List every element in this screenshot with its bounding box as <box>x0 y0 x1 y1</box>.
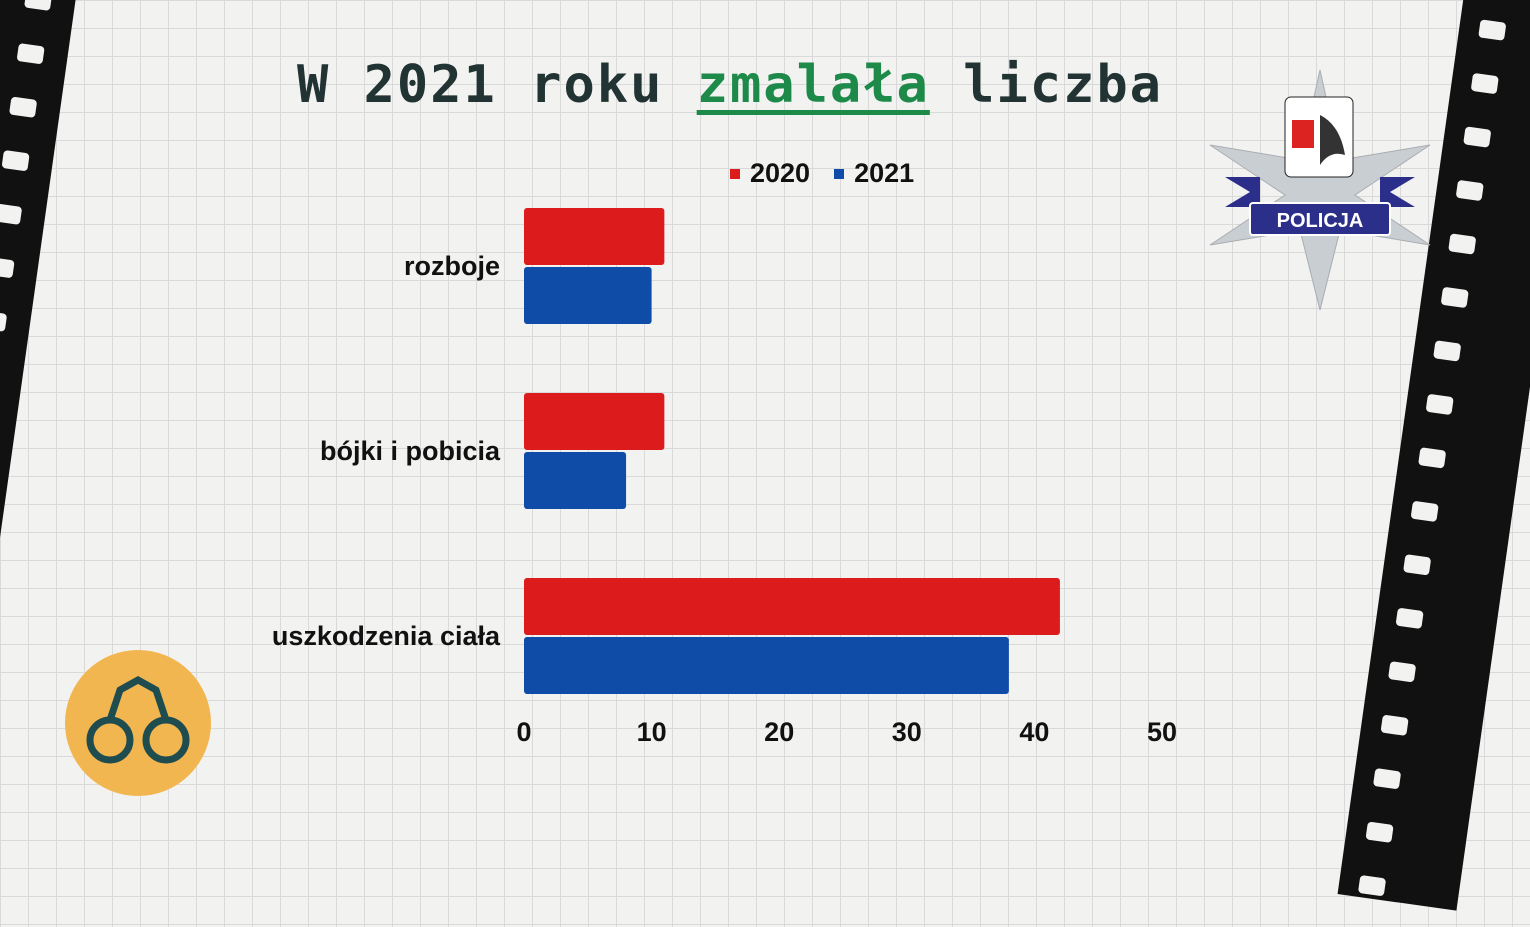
category-label: bójki i pobicia <box>320 436 501 466</box>
x-tick-label: 40 <box>1019 717 1049 747</box>
bar-2021 <box>524 267 652 324</box>
bar-2020 <box>524 393 665 450</box>
legend-swatch-2020 <box>730 168 740 179</box>
title-highlight: zmalała <box>696 55 930 115</box>
x-tick-label: 20 <box>764 717 794 747</box>
category-label: uszkodzenia ciała <box>272 621 501 651</box>
category-label: rozboje <box>404 251 500 281</box>
handcuffs-badge <box>65 650 211 796</box>
bar-2021 <box>524 637 1009 694</box>
legend-swatch-2021 <box>834 168 845 179</box>
bar-2020 <box>524 208 665 265</box>
handcuffs-icon <box>86 675 190 764</box>
x-tick-label: 30 <box>892 717 922 747</box>
x-tick-label: 0 <box>516 717 531 747</box>
x-tick-label: 50 <box>1147 717 1177 747</box>
bar-2021 <box>524 452 627 509</box>
police-star-icon: POLICJA <box>1209 69 1431 311</box>
x-tick-label: 10 <box>637 717 667 747</box>
svg-text:POLICJA: POLICJA <box>1277 210 1364 232</box>
bar-chart: rozboje bójki i pobicia uszkodzenia ciała 0… <box>272 208 1177 747</box>
legend-item-2020: 2020 <box>730 158 810 189</box>
film-hole <box>1357 874 1387 897</box>
bar-2020 <box>524 578 1060 635</box>
chart-title: W 2021 roku zmalała liczba <box>297 55 1163 115</box>
legend: 2020 2021 <box>730 158 914 189</box>
legend-item-2021: 2021 <box>834 158 914 189</box>
